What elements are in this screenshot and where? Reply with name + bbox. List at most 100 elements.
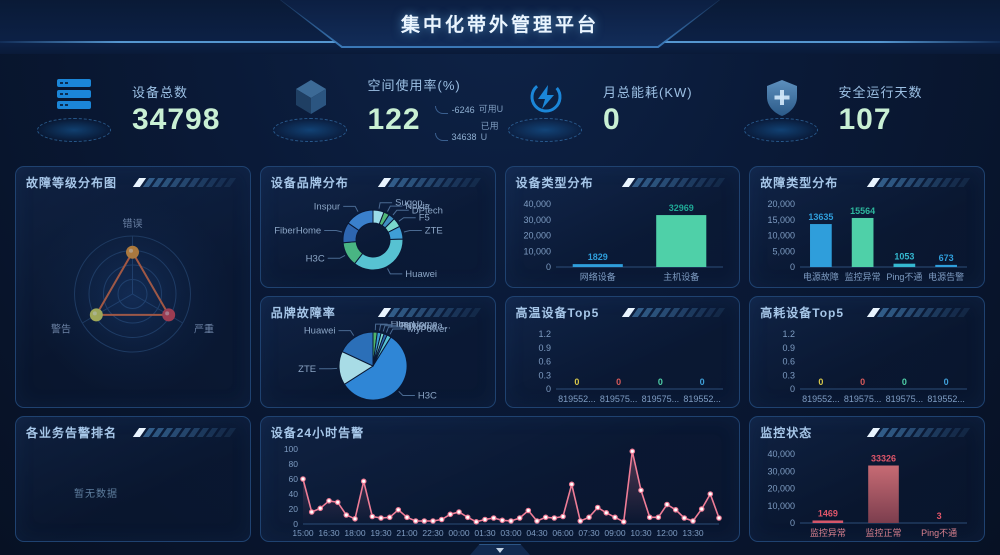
svg-text:0.9: 0.9 — [538, 343, 551, 353]
svg-text:0: 0 — [819, 377, 824, 387]
available-u-unit: 可用U — [478, 104, 504, 114]
pedestal-glow — [508, 117, 582, 142]
svg-text:Inspur: Inspur — [314, 201, 340, 212]
svg-text:ZTE: ZTE — [298, 364, 316, 375]
svg-text:电源告警: 电源告警 — [928, 271, 964, 282]
device-type-bar-chart: 0 10,000 20,000 30,000 40,000 1829 网络设备 32969 主机… — [523, 199, 723, 282]
svg-text:1829: 1829 — [587, 252, 607, 262]
svg-text:40: 40 — [288, 489, 298, 499]
kpi-space-usage: 空间使用率(%) 122 -6246 可用U 34638 已用U — [270, 58, 506, 159]
svg-text:819552...: 819552... — [558, 394, 596, 404]
panel-alarm-24h: 设备24小时告警 0 20 40 60 80 100 15:00 16:30 18:00 19:3… — [259, 416, 741, 542]
svg-text:01:30: 01:30 — [474, 528, 496, 538]
svg-text:警告: 警告 — [51, 323, 71, 336]
svg-text:DPtech: DPtech — [412, 205, 443, 216]
high-temp-bar-chart: 0 0.3 0.6 0.9 1.2 0 819552... 0 819575... 0 819575… — [538, 329, 723, 404]
svg-text:819552...: 819552... — [928, 394, 966, 404]
svg-text:80: 80 — [288, 459, 298, 469]
svg-text:33326: 33326 — [871, 454, 896, 464]
svg-text:10,000: 10,000 — [768, 501, 796, 511]
svg-text:13635: 13635 — [809, 212, 834, 222]
page-title: 集中化带外管理平台 — [400, 14, 599, 36]
panel-brand-distribution: 设备品牌分布 Sugon... Nokia DPtech F5 ZTE Huawei H3C… — [259, 166, 496, 288]
svg-text:10,000: 10,000 — [768, 231, 796, 241]
kpi-value: 107 — [838, 102, 892, 136]
svg-text:16:30: 16:30 — [318, 528, 340, 538]
svg-text:819575...: 819575... — [844, 394, 882, 404]
svg-text:819552...: 819552... — [683, 394, 721, 404]
svg-text:PowerLea...: PowerLea... — [400, 321, 451, 332]
panel-monitor-status: 监控状态 0 10,000 20,000 30,000 40,000 1469 监控异常 33… — [749, 416, 985, 542]
svg-text:1.2: 1.2 — [783, 329, 796, 339]
svg-text:15,000: 15,000 — [768, 215, 796, 225]
svg-text:60: 60 — [288, 474, 298, 484]
svg-text:MyPower: MyPower — [408, 324, 448, 335]
svg-text:0: 0 — [293, 519, 298, 529]
svg-text:1469: 1469 — [818, 508, 838, 518]
svg-text:0: 0 — [944, 377, 949, 387]
svg-text:0: 0 — [545, 262, 550, 272]
collapse-tab[interactable] — [470, 544, 530, 555]
server-icon — [57, 78, 91, 109]
svg-text:32969: 32969 — [668, 203, 693, 213]
cube-icon — [295, 79, 326, 114]
kpi-safe-days: 安全运行天数 107 — [741, 58, 977, 159]
panel-title: 品牌故障率 — [270, 306, 336, 320]
slash-decoration — [132, 428, 236, 437]
svg-text:15:00: 15:00 — [292, 528, 314, 538]
svg-text:Sugon...: Sugon... — [395, 198, 430, 209]
svg-text:10:30: 10:30 — [630, 528, 652, 538]
svg-text:40,000: 40,000 — [523, 199, 551, 209]
svg-text:Ping不通: Ping不通 — [887, 272, 923, 282]
title-banner: 集中化带外管理平台 — [280, 0, 720, 48]
slash-decoration — [132, 178, 236, 187]
page-header: 集中化带外管理平台 — [0, 0, 1000, 54]
svg-text:主机设备: 主机设备 — [663, 271, 699, 282]
svg-text:Huawei: Huawei — [304, 326, 336, 337]
svg-text:0.9: 0.9 — [783, 343, 796, 353]
panel-high-power-top5: 高耗设备Top5 0 0.3 0.6 0.9 1.2 0 819552... 0 819575.… — [749, 296, 985, 408]
svg-text:20,000: 20,000 — [523, 231, 551, 241]
svg-text:0: 0 — [860, 377, 865, 387]
svg-text:19:30: 19:30 — [370, 528, 392, 538]
panel-high-temp-top5: 高温设备Top5 0 0.3 0.6 0.9 1.2 0 819552... 0 819575.… — [504, 296, 741, 408]
svg-text:819575...: 819575... — [886, 394, 924, 404]
svg-text:1053: 1053 — [895, 252, 915, 262]
slash-decoration — [377, 308, 481, 317]
fault-level-radar-chart: 错误严重 警告 — [51, 217, 214, 353]
kpi-monthly-energy: 月总能耗(KW) 0 — [505, 58, 741, 159]
used-u-value: 34638 — [451, 132, 477, 142]
svg-text:21:00: 21:00 — [396, 528, 418, 538]
panel-brand-fault-rate: 品牌故障率 FiberHome Inspur PowerLea... foxconn M… — [259, 296, 496, 408]
panel-biz-alarm-rank: 各业务告警排名 暂无数据 — [15, 416, 251, 542]
panel-title: 设备24小时告警 — [270, 426, 365, 440]
kpi-value: 0 — [603, 102, 621, 136]
slash-decoration — [622, 178, 726, 187]
used-u-unit: 已用U — [480, 121, 499, 142]
panel-fault-level: 故障等级分布图 错误严重 警告 — [15, 166, 251, 408]
panel-title: 设备类型分布 — [515, 176, 594, 190]
svg-text:0.6: 0.6 — [538, 357, 551, 367]
svg-text:0: 0 — [790, 384, 795, 394]
bracket-icon — [434, 106, 448, 114]
chevron-down-icon — [496, 547, 504, 553]
svg-text:电源故障: 电源故障 — [803, 271, 839, 282]
svg-text:5,000: 5,000 — [773, 246, 796, 256]
kpi-row: 设备总数 34798 空间使用率(%) 122 -6246 可用U — [0, 54, 1000, 159]
kpi-value: 122 — [367, 102, 421, 136]
svg-text:100: 100 — [284, 444, 298, 454]
kpi-label: 月总能耗(KW) — [603, 84, 693, 100]
svg-text:0: 0 — [616, 377, 621, 387]
energy-icon — [530, 81, 562, 112]
kpi-value: 34798 — [132, 102, 221, 136]
svg-text:40,000: 40,000 — [768, 449, 796, 459]
svg-text:0: 0 — [790, 518, 795, 528]
svg-text:0: 0 — [657, 377, 662, 387]
kpi-extra-info: -6246 可用U 34638 已用U — [434, 102, 505, 142]
panel-title: 高耗设备Top5 — [760, 306, 845, 320]
svg-text:监控异常: 监控异常 — [845, 271, 881, 282]
svg-text:ZTE: ZTE — [425, 226, 443, 237]
panel-title: 各业务告警排名 — [26, 426, 118, 440]
svg-text:FiberHome: FiberHome — [274, 226, 321, 237]
